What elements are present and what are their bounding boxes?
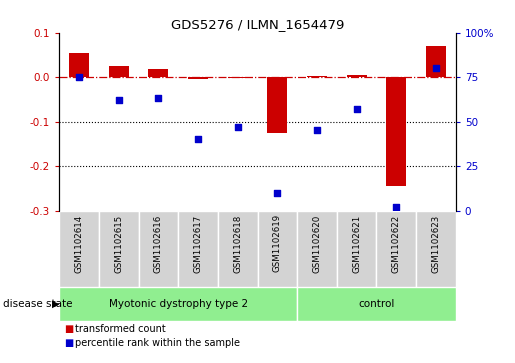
- Bar: [386, 77, 406, 186]
- Bar: [258, 211, 297, 287]
- Bar: [297, 287, 456, 321]
- Bar: [109, 66, 129, 77]
- Bar: [297, 211, 337, 287]
- Point: [194, 136, 202, 142]
- Text: GSM1102618: GSM1102618: [233, 214, 242, 273]
- Text: Myotonic dystrophy type 2: Myotonic dystrophy type 2: [109, 299, 248, 309]
- Bar: [69, 53, 89, 77]
- Text: control: control: [358, 299, 394, 309]
- Bar: [337, 211, 376, 287]
- Bar: [307, 76, 327, 77]
- Text: disease state: disease state: [3, 299, 72, 309]
- Text: transformed count: transformed count: [75, 323, 165, 334]
- Text: ■: ■: [64, 323, 74, 334]
- Bar: [416, 211, 456, 287]
- Bar: [426, 46, 446, 77]
- Point: [273, 190, 281, 196]
- Bar: [267, 77, 287, 133]
- Bar: [188, 77, 208, 79]
- Text: GSM1102616: GSM1102616: [154, 214, 163, 273]
- Point: [392, 204, 401, 210]
- Text: ▶: ▶: [52, 299, 59, 309]
- Text: GSM1102622: GSM1102622: [392, 214, 401, 273]
- Title: GDS5276 / ILMN_1654479: GDS5276 / ILMN_1654479: [171, 19, 344, 32]
- Bar: [148, 69, 168, 77]
- Bar: [139, 211, 178, 287]
- Point: [75, 74, 83, 80]
- Bar: [99, 211, 139, 287]
- Text: GSM1102619: GSM1102619: [273, 214, 282, 273]
- Bar: [228, 77, 248, 78]
- Text: GSM1102617: GSM1102617: [194, 214, 202, 273]
- Point: [432, 65, 440, 71]
- Text: GSM1102615: GSM1102615: [114, 214, 123, 273]
- Text: GSM1102623: GSM1102623: [432, 214, 440, 273]
- Text: ■: ■: [64, 338, 74, 348]
- Point: [313, 128, 321, 134]
- Bar: [218, 211, 258, 287]
- Bar: [59, 211, 99, 287]
- Point: [154, 95, 163, 101]
- Bar: [347, 75, 367, 77]
- Text: GSM1102620: GSM1102620: [313, 214, 321, 273]
- Bar: [376, 211, 416, 287]
- Point: [234, 124, 242, 130]
- Point: [352, 106, 360, 112]
- Point: [114, 97, 123, 103]
- Text: GSM1102621: GSM1102621: [352, 214, 361, 273]
- Text: GSM1102614: GSM1102614: [75, 214, 83, 273]
- Bar: [59, 287, 297, 321]
- Bar: [178, 211, 218, 287]
- Text: percentile rank within the sample: percentile rank within the sample: [75, 338, 239, 348]
